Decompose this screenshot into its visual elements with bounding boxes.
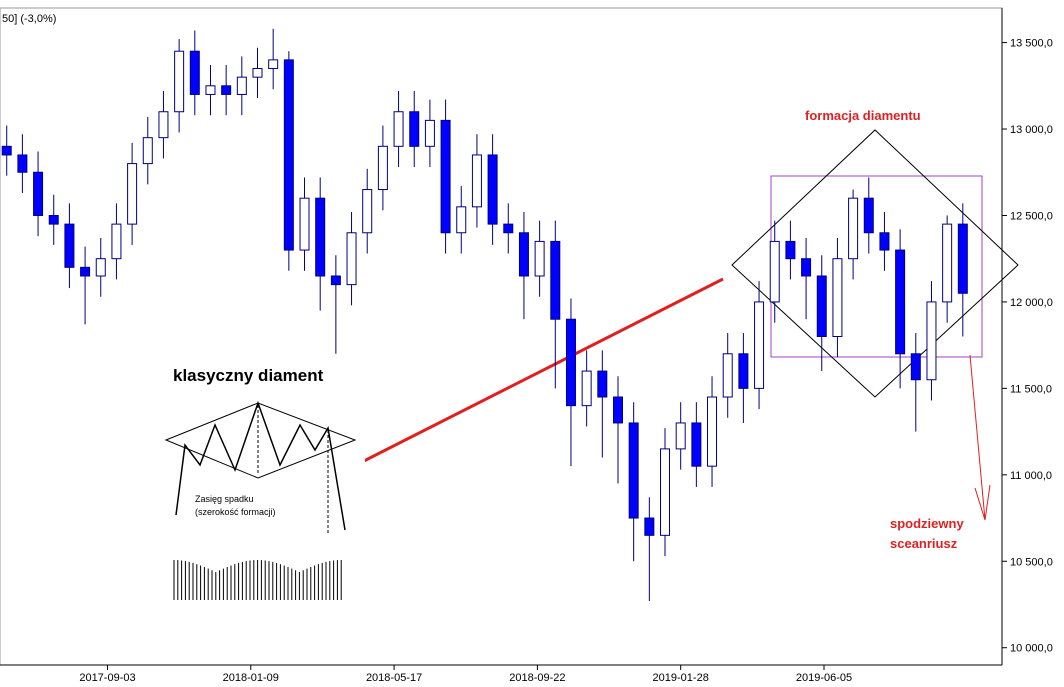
candle-body — [754, 301, 765, 389]
y-tick-label: 10 500,0 — [1010, 556, 1053, 568]
candle-body — [910, 353, 921, 381]
candle-body — [393, 111, 404, 147]
candle-body — [597, 370, 608, 398]
candle-body — [942, 223, 953, 303]
candle-body — [848, 197, 859, 260]
candle-body — [801, 258, 812, 277]
candle-body — [785, 240, 796, 260]
inset-price — [175, 400, 346, 531]
candle-body — [957, 223, 968, 294]
inset-title: klasyczny diament — [173, 366, 324, 385]
x-tick-label: 2018-05-17 — [366, 672, 422, 684]
y-tick-label: 13 500,0 — [1010, 38, 1053, 50]
trend-line — [359, 277, 724, 465]
y-tick-label: 11 000,0 — [1010, 470, 1052, 482]
candle-body — [471, 154, 482, 208]
candle-body — [95, 258, 106, 277]
arrow — [969, 354, 991, 521]
candle-body — [236, 76, 247, 95]
candle-body — [158, 111, 169, 139]
candle-body — [722, 353, 733, 398]
x-tick-label: 2017-09-03 — [79, 672, 135, 684]
candle-body — [612, 396, 623, 424]
candle-body — [424, 119, 435, 147]
candle-body — [1, 145, 12, 156]
candle-body — [895, 249, 906, 355]
candle-body — [330, 275, 341, 286]
x-tick-label: 2018-09-22 — [509, 672, 565, 684]
candle-body — [534, 240, 545, 277]
candle-body — [769, 240, 780, 303]
x-tick-label: 2019-06-05 — [796, 672, 852, 684]
y-tick-label: 11 500,0 — [1010, 383, 1052, 395]
candle-body — [863, 197, 874, 234]
candle-body — [252, 68, 263, 78]
y-tick-label: 12 000,0 — [1010, 297, 1053, 309]
candle-body — [738, 353, 749, 389]
candle-body — [283, 59, 294, 251]
candle-body — [48, 214, 59, 225]
y-tick-label: 10 000,0 — [1010, 643, 1053, 655]
inset-note: Zasięg spadku — [195, 494, 254, 504]
candle-body — [299, 197, 310, 251]
candle-body — [111, 223, 122, 260]
candle-body — [832, 258, 843, 337]
x-tick-label: 2019-01-28 — [653, 672, 709, 684]
y-tick-label: 13 000,0 — [1010, 124, 1053, 136]
candle-body — [205, 85, 216, 95]
pattern-label: formacja diamentu — [805, 108, 921, 123]
header: 50] (-3,0%) — [2, 13, 56, 25]
candle-body — [33, 171, 44, 216]
candle-body — [409, 111, 420, 147]
candle-body — [440, 119, 451, 234]
candle-body — [550, 240, 561, 320]
candle-body — [487, 154, 498, 225]
candle-body — [518, 232, 529, 277]
candle-body — [174, 50, 185, 113]
y-tick-label: 12 500,0 — [1010, 210, 1053, 222]
candle-body — [628, 422, 639, 519]
candle-body — [142, 137, 153, 165]
candle-body — [221, 85, 232, 95]
scenario-label: sceanriusz — [890, 536, 958, 551]
inset-dash — [257, 405, 329, 535]
candle-body — [80, 266, 91, 277]
candle-body — [675, 422, 686, 450]
candle-body — [268, 59, 279, 70]
candle-body — [879, 232, 890, 251]
candle-body — [707, 396, 718, 467]
candle-body — [127, 163, 138, 225]
inset-volume — [173, 560, 342, 600]
candle-body — [503, 223, 514, 234]
x-tick-label: 2018-01-09 — [223, 672, 279, 684]
candle-body — [816, 275, 827, 338]
candle-body — [64, 223, 75, 268]
candle-body — [691, 422, 702, 467]
candle-body — [346, 232, 357, 286]
candle-body — [189, 50, 200, 95]
candle-body — [315, 197, 326, 277]
candle-body — [644, 517, 655, 536]
candle-body — [377, 145, 388, 191]
candle-body — [17, 154, 28, 173]
candle-body — [565, 318, 576, 407]
scenario-label: spodziewny — [890, 516, 964, 531]
candle-body — [660, 448, 671, 536]
candle-body — [581, 370, 592, 407]
diamond — [731, 129, 1019, 398]
inset-diamond — [164, 402, 357, 479]
candle-body — [926, 301, 937, 381]
candle-body — [362, 189, 373, 234]
candle-body — [456, 206, 467, 234]
inset-note: (szerokość formacji) — [195, 507, 276, 517]
